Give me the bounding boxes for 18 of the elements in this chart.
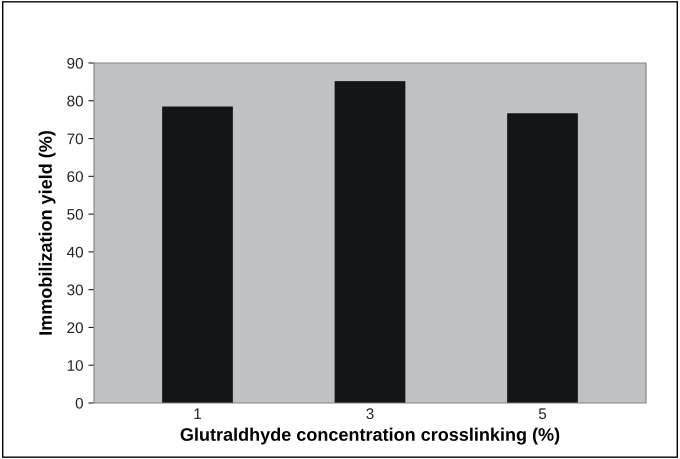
y-tick-label: 60 xyxy=(67,171,83,182)
bar xyxy=(334,81,406,403)
bar xyxy=(162,106,233,403)
y-tick-label: 50 xyxy=(67,208,83,220)
y-tick-label: 80 xyxy=(67,96,83,106)
y-tick-label: 20 xyxy=(67,322,83,334)
y-tick-label: 10 xyxy=(68,360,83,371)
y-tick-label: 30 xyxy=(67,284,83,296)
x-axis-title: Glutraldhyde concentration crosslinking (%) xyxy=(180,428,560,445)
y-tick-label: 40 xyxy=(66,246,83,258)
y-tick-label: 90 xyxy=(67,58,83,69)
y-axis-title: Immobilization yield (%) xyxy=(38,131,56,335)
y-tick-label: 70 xyxy=(67,133,83,144)
y-tick-label: 0 xyxy=(76,398,83,409)
x-tick-label: 5 xyxy=(538,408,546,420)
bar xyxy=(507,113,578,403)
x-tick-label: 1 xyxy=(194,408,202,419)
x-tick-label: 3 xyxy=(366,408,374,420)
